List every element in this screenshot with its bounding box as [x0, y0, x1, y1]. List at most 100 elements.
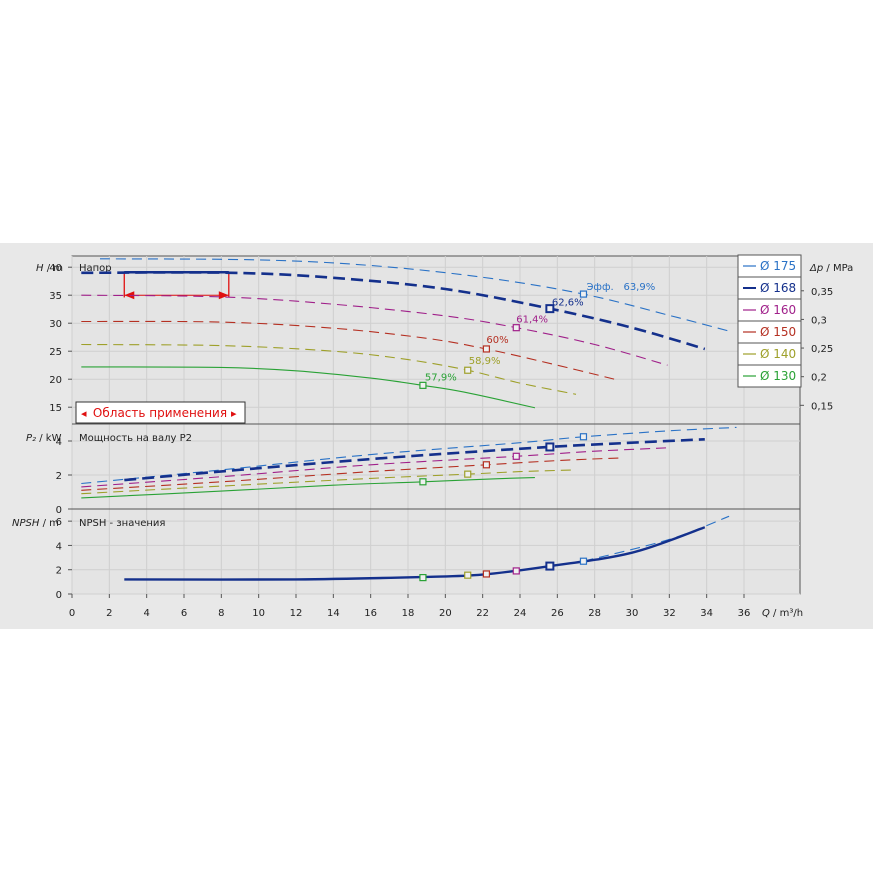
power-curve-3	[81, 457, 619, 491]
x-axis-separator: /	[770, 608, 780, 619]
x-tick-label: 32	[663, 608, 676, 619]
head-bep-marker-2	[512, 324, 520, 332]
legend-entry-3: Ø 150	[760, 325, 796, 339]
legend-entry-5: Ø 130	[760, 369, 796, 383]
bep-label-4: 58,9%	[469, 356, 501, 367]
x-tick-label: 4	[143, 608, 149, 619]
npsh-y-tick-label: 4	[56, 541, 62, 552]
x-axis-unit: m³/h	[780, 608, 803, 619]
npsh-panel-title: NPSH - значения	[79, 518, 165, 529]
npsh-y-axis-separator: /	[39, 518, 49, 529]
x-tick-label: 10	[252, 608, 265, 619]
legend-entry-2: Ø 160	[760, 303, 796, 317]
right-tick-label: 0,25	[811, 344, 833, 355]
npsh-bep-marker-3	[482, 570, 490, 578]
x-tick-label: 28	[588, 608, 601, 619]
power-y-axis-label: P₂ / kW	[26, 433, 62, 444]
x-tick-label: 30	[626, 608, 639, 619]
head-y-tick-label: 35	[49, 291, 62, 302]
power-bep-marker-2	[512, 452, 520, 460]
head-curve-2	[81, 294, 668, 366]
application-area-box-left-arrow: ◂	[81, 407, 87, 420]
power-curve-2	[81, 447, 668, 488]
npsh-y-tick-label: 6	[56, 517, 62, 528]
power-y-tick-label: 4	[56, 437, 62, 448]
x-tick-label: 0	[69, 608, 75, 619]
bep-label-0: 63,9%	[623, 282, 655, 293]
npsh-bep-marker-0	[579, 557, 588, 565]
right-axis-unit: MPa	[833, 263, 853, 274]
x-tick-label: 6	[181, 608, 187, 619]
right-tick-label: 0,15	[811, 401, 833, 412]
npsh-bep-marker-4	[464, 571, 472, 579]
head-curve-5	[81, 366, 536, 409]
power-curve-5	[81, 477, 535, 499]
x-tick-label: 26	[551, 608, 564, 619]
x-tick-label: 14	[327, 608, 340, 619]
legend-entry-4: Ø 140	[760, 347, 796, 361]
power-curve-0	[81, 426, 737, 485]
head-y-axis-separator: /	[44, 263, 54, 274]
head-y-tick-label: 25	[49, 347, 62, 358]
x-tick-label: 18	[402, 608, 415, 619]
legend-entry-0: Ø 175	[760, 259, 796, 273]
efficiency-title: Эфф.	[586, 282, 613, 293]
npsh-y-axis-label: NPSH / m	[12, 518, 59, 529]
head-bep-marker-5	[419, 381, 427, 389]
power-curve-1	[124, 438, 705, 482]
x-axis-name: Q	[762, 608, 770, 619]
x-tick-label: 24	[514, 608, 527, 619]
head-bep-marker-1	[545, 304, 555, 314]
head-bep-marker-4	[464, 366, 472, 374]
x-tick-label: 12	[290, 608, 303, 619]
bep-label-1: 62,6%	[552, 298, 584, 309]
head-y-tick-label: 20	[49, 375, 62, 386]
power-curve-4	[81, 469, 577, 495]
right-axis-label: Δp / MPa	[809, 263, 853, 274]
x-tick-label: 2	[106, 608, 112, 619]
power-y-axis-unit: kW	[46, 433, 62, 444]
x-tick-label: 16	[364, 608, 377, 619]
head-y-tick-label: 30	[49, 319, 62, 330]
application-area-box-right-arrow: ▸	[231, 407, 237, 420]
power-bep-marker-3	[482, 461, 490, 469]
legend-entry-1: Ø 168	[760, 281, 796, 295]
x-axis-label: Q / m³/h	[762, 608, 803, 619]
x-tick-label: 34	[700, 608, 713, 619]
head-y-tick-label: 40	[49, 263, 62, 274]
application-area-label: Область применения	[93, 406, 227, 420]
right-tick-label: 0,35	[811, 287, 833, 298]
power-panel-title: Мощность на валу P2	[79, 433, 192, 444]
application-area-right-arrow	[218, 291, 229, 300]
npsh-bep-marker-5	[419, 574, 427, 582]
head-y-tick-label: 15	[49, 403, 62, 414]
head-y-axis-unit: m	[53, 263, 63, 274]
power-y-axis-name: P₂	[26, 433, 36, 444]
right-axis-separator: /	[823, 263, 833, 274]
plot-area	[71, 255, 801, 595]
power-y-axis-separator: /	[36, 433, 46, 444]
head-panel-title: Напор	[79, 263, 112, 274]
npsh-y-axis-name: NPSH	[12, 518, 40, 529]
npsh-bep-marker-1	[545, 561, 555, 571]
head-y-axis-label: H / m	[36, 263, 63, 274]
power-bep-marker-4	[464, 470, 472, 478]
right-tick-label: 0,3	[811, 315, 827, 326]
npsh-y-tick-label: 0	[56, 590, 62, 601]
x-tick-label: 8	[218, 608, 224, 619]
power-bep-marker-0	[579, 433, 588, 441]
x-tick-label: 20	[439, 608, 452, 619]
bep-label-2: 61,4%	[516, 315, 548, 326]
head-y-axis-name: H	[36, 263, 44, 274]
head-curve-4	[81, 343, 577, 395]
npsh-bep-marker-2	[512, 567, 520, 575]
npsh-y-tick-label: 2	[56, 566, 62, 577]
head-curve-3	[81, 320, 620, 381]
bep-label-5: 57,9%	[425, 372, 457, 383]
npsh-y-axis-unit: m	[49, 518, 59, 529]
head-bep-marker-0	[579, 290, 588, 298]
bep-label-3: 60%	[486, 335, 508, 346]
power-bep-marker-1	[545, 442, 555, 452]
